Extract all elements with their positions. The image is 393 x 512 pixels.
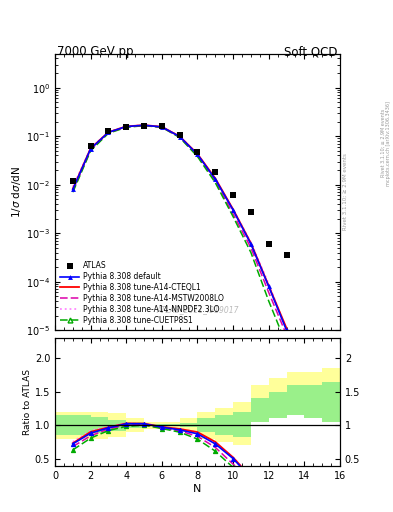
Pythia 8.308 tune-A14-NNPDF2.3LO bbox=[124, 123, 129, 130]
Pythia 8.308 default bbox=[70, 186, 75, 193]
ATLAS bbox=[160, 123, 164, 130]
ATLAS bbox=[88, 143, 93, 150]
Pythia 8.308 tune-CUETP8S1 bbox=[195, 154, 200, 160]
Pythia 8.308 default bbox=[124, 123, 129, 130]
Pythia 8.308 tune-A14-NNPDF2.3LO bbox=[231, 206, 235, 212]
Pythia 8.308 tune-A14-MSTW2008LO bbox=[124, 124, 129, 130]
Text: Soft QCD: Soft QCD bbox=[285, 45, 338, 58]
Pythia 8.308 tune-A14-CTEQL1 bbox=[160, 124, 164, 130]
Pythia 8.308 tune-A14-MSTW2008LO bbox=[177, 134, 182, 140]
ATLAS bbox=[248, 208, 253, 215]
Pythia 8.308 default bbox=[213, 176, 218, 182]
Pythia 8.308 tune-A14-CTEQL1 bbox=[213, 175, 218, 181]
Pythia 8.308 tune-CUETP8S1 bbox=[213, 180, 218, 186]
Pythia 8.308 tune-A14-MSTW2008LO bbox=[231, 211, 235, 217]
Pythia 8.308 tune-A14-MSTW2008LO bbox=[195, 153, 200, 159]
Pythia 8.308 tune-A14-NNPDF2.3LO bbox=[88, 145, 93, 151]
ATLAS bbox=[195, 148, 200, 155]
ATLAS bbox=[124, 124, 129, 130]
ATLAS bbox=[284, 252, 289, 259]
Text: ATLAS_2011_I919017: ATLAS_2011_I919017 bbox=[156, 305, 239, 314]
Text: mcplots.cern.ch [arXiv:1306.3436]: mcplots.cern.ch [arXiv:1306.3436] bbox=[386, 101, 391, 186]
Pythia 8.308 tune-A14-MSTW2008LO bbox=[248, 245, 253, 251]
Pythia 8.308 tune-A14-CTEQL1 bbox=[177, 133, 182, 139]
Pythia 8.308 tune-A14-CTEQL1 bbox=[142, 122, 147, 128]
Pythia 8.308 default bbox=[160, 124, 164, 130]
Pythia 8.308 tune-A14-NNPDF2.3LO bbox=[70, 184, 75, 190]
Pythia 8.308 default bbox=[231, 207, 235, 213]
ATLAS bbox=[231, 193, 235, 199]
Y-axis label: 1/$\sigma$ d$\sigma$/dN: 1/$\sigma$ d$\sigma$/dN bbox=[10, 166, 23, 218]
Pythia 8.308 tune-A14-MSTW2008LO bbox=[88, 147, 93, 153]
Pythia 8.308 tune-CUETP8S1 bbox=[142, 122, 147, 129]
Pythia 8.308 tune-A14-NNPDF2.3LO bbox=[266, 281, 271, 287]
Pythia 8.308 tune-A14-MSTW2008LO bbox=[213, 178, 218, 184]
Pythia 8.308 tune-A14-CTEQL1 bbox=[106, 129, 111, 135]
ATLAS bbox=[70, 178, 75, 184]
Pythia 8.308 tune-A14-CTEQL1 bbox=[124, 123, 129, 130]
Pythia 8.308 tune-A14-CTEQL1 bbox=[248, 240, 253, 246]
Pythia 8.308 tune-A14-MSTW2008LO bbox=[160, 124, 164, 130]
Pythia 8.308 tune-A14-MSTW2008LO bbox=[284, 332, 289, 338]
Pythia 8.308 tune-A14-CTEQL1 bbox=[195, 151, 200, 157]
Pythia 8.308 tune-A14-MSTW2008LO bbox=[142, 122, 147, 129]
Pythia 8.308 default bbox=[177, 134, 182, 140]
Pythia 8.308 tune-CUETP8S1 bbox=[266, 298, 271, 304]
Pythia 8.308 tune-A14-CTEQL1 bbox=[231, 206, 235, 212]
Pythia 8.308 tune-A14-CTEQL1 bbox=[284, 325, 289, 331]
Pythia 8.308 tune-A14-CTEQL1 bbox=[88, 145, 93, 152]
Pythia 8.308 tune-A14-MSTW2008LO bbox=[266, 289, 271, 295]
Pythia 8.308 tune-A14-MSTW2008LO bbox=[106, 130, 111, 136]
Pythia 8.308 default bbox=[266, 283, 271, 289]
Pythia 8.308 tune-CUETP8S1 bbox=[231, 214, 235, 220]
Pythia 8.308 tune-CUETP8S1 bbox=[124, 124, 129, 131]
Line: ATLAS: ATLAS bbox=[70, 122, 290, 259]
Legend: ATLAS, Pythia 8.308 default, Pythia 8.308 tune-A14-CTEQL1, Pythia 8.308 tune-A14: ATLAS, Pythia 8.308 default, Pythia 8.30… bbox=[59, 260, 226, 327]
Pythia 8.308 tune-A14-NNPDF2.3LO bbox=[177, 133, 182, 139]
X-axis label: N: N bbox=[193, 483, 202, 494]
Text: Rivet 3.1.10; ≥ 2.9M events: Rivet 3.1.10; ≥ 2.9M events bbox=[343, 154, 348, 230]
Text: Rivet 3.1.10; ≥ 2.9M events: Rivet 3.1.10; ≥ 2.9M events bbox=[381, 109, 386, 178]
ATLAS bbox=[106, 129, 111, 135]
Pythia 8.308 tune-CUETP8S1 bbox=[177, 135, 182, 141]
Text: 7000 GeV pp: 7000 GeV pp bbox=[57, 45, 134, 58]
Pythia 8.308 tune-A14-CTEQL1 bbox=[70, 186, 75, 192]
Pythia 8.308 tune-A14-MSTW2008LO bbox=[70, 188, 75, 194]
Pythia 8.308 tune-CUETP8S1 bbox=[284, 342, 289, 348]
Line: Pythia 8.308 tune-A14-MSTW2008LO: Pythia 8.308 tune-A14-MSTW2008LO bbox=[73, 125, 286, 335]
Pythia 8.308 tune-CUETP8S1 bbox=[160, 124, 164, 131]
Pythia 8.308 tune-CUETP8S1 bbox=[106, 130, 111, 136]
Line: Pythia 8.308 tune-A14-CTEQL1: Pythia 8.308 tune-A14-CTEQL1 bbox=[73, 125, 286, 328]
Pythia 8.308 tune-A14-NNPDF2.3LO bbox=[213, 176, 218, 182]
Y-axis label: Ratio to ATLAS: Ratio to ATLAS bbox=[23, 369, 32, 435]
Pythia 8.308 tune-A14-NNPDF2.3LO bbox=[142, 122, 147, 128]
Pythia 8.308 default bbox=[106, 129, 111, 135]
Pythia 8.308 tune-A14-NNPDF2.3LO bbox=[160, 124, 164, 130]
ATLAS bbox=[213, 169, 218, 176]
Pythia 8.308 tune-CUETP8S1 bbox=[248, 249, 253, 255]
Line: Pythia 8.308 default: Pythia 8.308 default bbox=[73, 125, 286, 330]
ATLAS bbox=[177, 132, 182, 138]
Pythia 8.308 default bbox=[142, 122, 147, 129]
Pythia 8.308 tune-A14-NNPDF2.3LO bbox=[195, 151, 200, 157]
Pythia 8.308 tune-CUETP8S1 bbox=[88, 148, 93, 154]
Pythia 8.308 default bbox=[284, 327, 289, 333]
Line: Pythia 8.308 tune-A14-NNPDF2.3LO: Pythia 8.308 tune-A14-NNPDF2.3LO bbox=[73, 125, 286, 330]
Pythia 8.308 tune-A14-CTEQL1 bbox=[266, 283, 271, 289]
Line: Pythia 8.308 tune-CUETP8S1: Pythia 8.308 tune-CUETP8S1 bbox=[73, 125, 286, 345]
Pythia 8.308 default bbox=[248, 241, 253, 247]
Pythia 8.308 default bbox=[195, 152, 200, 158]
Pythia 8.308 tune-A14-NNPDF2.3LO bbox=[106, 129, 111, 135]
Pythia 8.308 tune-CUETP8S1 bbox=[70, 189, 75, 195]
ATLAS bbox=[266, 241, 271, 247]
ATLAS bbox=[142, 122, 147, 129]
Pythia 8.308 default bbox=[88, 146, 93, 152]
Pythia 8.308 tune-A14-NNPDF2.3LO bbox=[248, 239, 253, 245]
Pythia 8.308 tune-A14-NNPDF2.3LO bbox=[284, 327, 289, 333]
